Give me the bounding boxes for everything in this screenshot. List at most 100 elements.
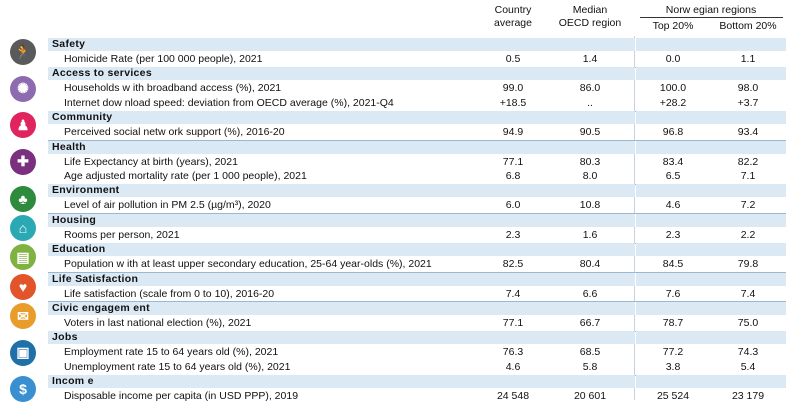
value-c3: 0.0 (665, 53, 681, 65)
value-c4: 79.8 (737, 258, 759, 271)
category-label: Jobs (48, 331, 635, 345)
col-group-regions: Norw egian regions (665, 4, 757, 16)
indicator-label: Life satisfaction (scale from 0 to 10), … (64, 287, 275, 300)
indicator-label: Employment rate 15 to 64 years old (%), … (64, 346, 279, 359)
value-c3: 83.4 (662, 155, 684, 168)
value-c1: 76.3 (502, 346, 524, 359)
section-health: ✚ Health Life Expectancy at birth (years),… (0, 140, 787, 185)
section-housing: ⌂ Housing Rooms per person, 2021 2.3 1.6 2.3 2… (0, 213, 787, 244)
table-row: Perceived social netw ork support (%), 2… (48, 125, 786, 139)
value-c2: 80.3 (579, 155, 601, 168)
section-divider (48, 213, 786, 215)
cross-icon: ✚ (10, 148, 36, 175)
value-c3: 2.3 (665, 228, 681, 241)
value-c2: 68.5 (579, 346, 601, 359)
indicator-label: Households w ith broadband access (%), 2… (64, 82, 282, 95)
tree-icon: ♣ (10, 185, 36, 212)
category-bar-regions (636, 375, 786, 389)
value-c1: 4.6 (505, 360, 521, 373)
value-c2: 86.0 (579, 82, 601, 95)
category-label: Incom e (48, 375, 635, 389)
value-c4: 23 179 (731, 390, 765, 403)
value-c2: 80.4 (579, 258, 601, 271)
indicator-label: Disposable income per capita (in USD PPP… (64, 390, 299, 403)
value-c3: 3.8 (665, 360, 681, 373)
value-c4: 1.1 (740, 53, 756, 65)
section-civic-engagem-ent: ✉ Civic engagem ent Voters in last nationa… (0, 302, 787, 332)
section-divider (48, 301, 786, 303)
table-row: Internet dow nload speed: deviation from… (48, 96, 786, 110)
value-c3: 77.2 (662, 346, 684, 359)
indicator-label: Perceived social netw ork support (%), 2… (64, 126, 285, 139)
indicator-label: Homicide Rate (per 100 000 people), 2021 (64, 53, 263, 65)
table-row: Age adjusted mortality rate (per 1 000 p… (48, 169, 786, 183)
value-c1: 2.3 (505, 228, 521, 241)
value-c3: 25 524 (656, 390, 690, 403)
value-c1: 94.9 (502, 126, 524, 139)
indicator-label: Internet dow nload speed: deviation from… (64, 96, 394, 109)
value-c1: 99.0 (502, 82, 524, 95)
section-divider (48, 272, 786, 274)
table-row: Disposable income per capita (in USD PPP… (48, 389, 786, 403)
value-c1: +18.5 (499, 96, 527, 109)
section-environment: ♣ Environment Level of air pollution in PM… (0, 184, 787, 215)
value-c3: 96.8 (662, 126, 684, 139)
category-bar-regions (636, 331, 786, 345)
col-country-average: Country average (494, 4, 532, 29)
value-c3: +28.2 (659, 96, 687, 109)
value-c4: 82.2 (737, 155, 759, 168)
network-icon: ✺ (10, 75, 36, 102)
category-label: Life Satisfaction (48, 272, 635, 286)
category-label: Education (48, 243, 635, 257)
value-c1: 82.5 (502, 258, 524, 271)
section-safety: 🏃 Safety Homicide Rate (per 100 000 people… (0, 38, 787, 68)
value-c4: 75.0 (737, 317, 759, 329)
value-c2: 20 601 (573, 390, 607, 403)
table-row: Level of air pollution in PM 2.5 (µg/m³)… (48, 198, 786, 212)
indicator-label: Voters in last national election (%), 20… (64, 317, 252, 329)
house-icon: ⌂ (10, 214, 36, 241)
book-icon: ▤ (10, 244, 36, 271)
value-c3: 6.5 (665, 169, 681, 182)
value-c4: 2.2 (740, 228, 756, 241)
value-c3: 100.0 (659, 82, 687, 95)
col-top-20: Top 20% (652, 20, 694, 32)
indicator-label: Rooms per person, 2021 (64, 228, 180, 241)
category-bar-regions (636, 140, 786, 154)
col-bottom-20: Bottom 20% (719, 20, 777, 32)
value-c3: 7.6 (665, 287, 681, 300)
value-c3: 4.6 (665, 199, 681, 212)
category-bar-regions (636, 111, 786, 125)
value-c1: 0.5 (505, 53, 521, 65)
value-c2: 6.6 (582, 287, 598, 300)
category-label: Environment (48, 184, 635, 198)
value-c2: 1.4 (582, 53, 598, 65)
section-education: ▤ Education Population w ith at least uppe… (0, 243, 787, 274)
category-label: Housing (48, 213, 635, 227)
value-c2: 1.6 (582, 228, 598, 241)
briefcase-icon: ▣ (10, 339, 36, 366)
section-divider (48, 140, 786, 142)
table-row: Life Expectancy at birth (years), 2021 77… (48, 155, 786, 169)
table-row: Employment rate 15 to 64 years old (%), … (48, 345, 786, 359)
regions-divider (640, 17, 783, 18)
value-c4: 7.4 (740, 287, 756, 300)
category-label: Community (48, 111, 635, 125)
col-median-oecd: Median OECD region (558, 4, 622, 29)
indicator-label: Unemployment rate 15 to 64 years old (%)… (64, 360, 291, 373)
table-row: Unemployment rate 15 to 64 years old (%)… (48, 360, 786, 374)
category-bar-regions (636, 184, 786, 198)
table-row: Rooms per person, 2021 2.3 1.6 2.3 2.2 (48, 228, 786, 242)
category-bar-regions (636, 302, 786, 315)
category-bar-regions (636, 272, 786, 286)
value-c2: 66.7 (579, 317, 601, 329)
value-c2: 90.5 (579, 126, 601, 139)
value-c1: 77.1 (502, 317, 524, 329)
value-c2: 5.8 (582, 360, 598, 373)
value-c4: 98.0 (737, 82, 759, 95)
category-label: Safety (48, 38, 635, 51)
value-c2: 8.0 (582, 169, 598, 182)
section-jobs: ▣ Jobs Employment rate 15 to 64 years old … (0, 331, 787, 376)
people-icon: ♟ (10, 112, 36, 139)
value-c3: 84.5 (662, 258, 684, 271)
